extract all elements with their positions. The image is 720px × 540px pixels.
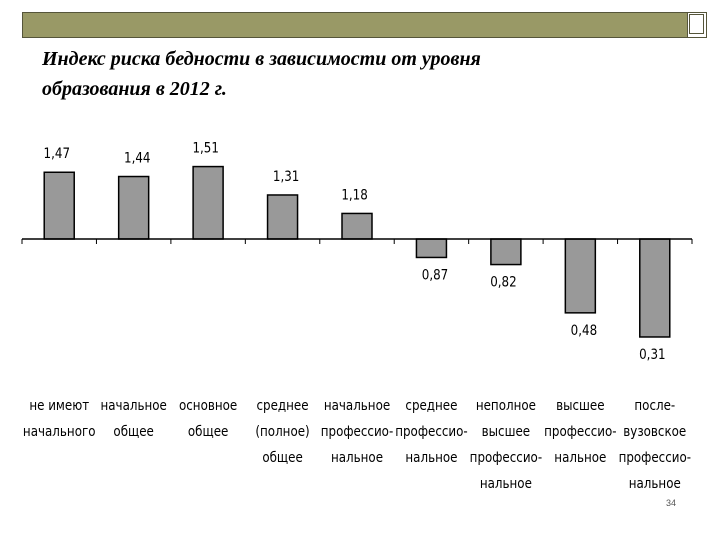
category-label-6-line-3: нальное (405, 450, 457, 466)
value-label-8: 0,48 (571, 323, 597, 339)
category-label-3-line-2: общее (188, 424, 228, 440)
page-number: 34 (666, 498, 677, 508)
category-label-5-line-3: нальное (331, 450, 383, 466)
category-label-6-line-2: профессио- (395, 424, 468, 440)
category-label-3-line-1: основное (179, 398, 237, 414)
category-label-7-line-1: неполное (476, 398, 536, 414)
value-label-9: 0,31 (639, 347, 665, 363)
bar-4 (266, 194, 299, 240)
value-label-3: 1,51 (192, 141, 218, 157)
category-label-5-line-1: начальное (324, 398, 390, 414)
category-label-1-line-2: начального (23, 424, 96, 440)
category-label-8-line-3: нальное (554, 450, 606, 466)
value-label-5: 1,18 (341, 188, 367, 204)
header-decor-bar (22, 12, 689, 38)
category-label-7-line-4: нальное (480, 476, 532, 492)
category-label-2-line-1: начальное (100, 398, 166, 414)
category-label-9-line-1: после- (634, 398, 675, 414)
category-label-1-line-1: не имеют (29, 398, 89, 414)
bar-8 (564, 238, 597, 314)
category-label-4-line-1: среднее (257, 398, 309, 414)
chart-title: Индекс риска бедности в зависимости от у… (42, 48, 481, 100)
bar-5 (341, 212, 373, 240)
category-label-4-line-2: (полное) (255, 424, 309, 440)
bar-3 (192, 165, 224, 240)
header-corner-box (687, 12, 707, 38)
category-label-6-line-1: среднее (405, 398, 457, 414)
category-label-8-line-1: высшее (556, 398, 604, 414)
bar-2 (117, 175, 150, 240)
value-label-7: 0,82 (490, 275, 516, 291)
category-label-4-line-3: общее (262, 450, 302, 466)
category-label-7-line-3: профессио- (470, 450, 543, 466)
category-label-7-line-2: высшее (482, 424, 530, 440)
value-label-6: 0,87 (422, 268, 448, 284)
value-label-4: 1,31 (273, 169, 299, 185)
category-label-9-line-2: вузовское (623, 424, 686, 440)
category-label-2-line-2: общее (113, 424, 153, 440)
category-label-5-line-2: профессио- (321, 424, 394, 440)
category-label-9-line-3: профессио- (619, 450, 692, 466)
category-label-9-line-4: нальное (629, 476, 681, 492)
bar-6 (415, 238, 448, 259)
value-label-1: 1,47 (44, 146, 70, 162)
category-label-8-line-2: профессио- (544, 424, 617, 440)
bar-9 (639, 238, 671, 338)
bar-1 (43, 171, 75, 240)
value-label-2: 1,44 (124, 151, 150, 167)
bar-7 (490, 238, 522, 266)
